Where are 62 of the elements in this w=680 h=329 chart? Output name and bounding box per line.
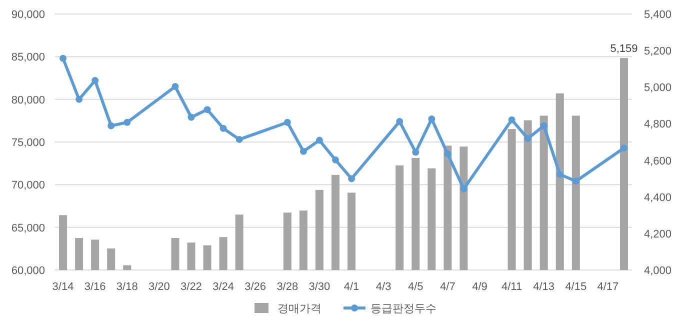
point <box>220 124 227 132</box>
point <box>284 118 291 126</box>
point <box>620 144 628 152</box>
legend-label: 등급판정두수 <box>370 303 436 315</box>
point <box>92 77 99 84</box>
x-tick-label: 4/17 <box>597 281 619 293</box>
point <box>188 114 195 121</box>
point <box>556 170 564 178</box>
y-tick-label: 85,000 <box>11 52 45 64</box>
x-tick-label: 3/30 <box>308 281 330 293</box>
x-tick-label: 3/22 <box>180 281 202 293</box>
x-tick-label: 3/26 <box>244 281 266 293</box>
y2-tick-label: 4,600 <box>644 155 672 168</box>
x-tick-label: 3/28 <box>276 281 298 293</box>
legend-label: 경매가격 <box>278 303 322 315</box>
x-tick-label: 4/1 <box>344 281 360 293</box>
point <box>76 96 83 103</box>
x-tick-label: 4/5 <box>408 281 424 293</box>
x-tick-label: 3/24 <box>212 281 234 293</box>
y-tick-label: 70,000 <box>11 180 45 192</box>
point <box>108 122 115 130</box>
point <box>524 135 532 142</box>
y2-tick-label: 4,800 <box>644 118 672 131</box>
point <box>316 136 323 144</box>
point <box>508 116 516 124</box>
x-tick-label: 4/13 <box>533 281 555 293</box>
x-tick-label: 3/18 <box>116 281 138 293</box>
point <box>348 175 356 182</box>
point <box>124 118 131 126</box>
point <box>300 148 307 155</box>
point <box>236 136 243 143</box>
point <box>460 185 468 192</box>
point <box>572 178 580 185</box>
point <box>60 54 67 62</box>
x-tick-label: 3/20 <box>148 281 170 293</box>
point <box>332 156 339 164</box>
y2-tick-label: 5,400 <box>644 9 672 21</box>
y2-tick-label: 4,200 <box>644 228 672 240</box>
y-tick-label: 65,000 <box>11 222 45 234</box>
x-tick-label: 4/11 <box>501 281 522 293</box>
y-tick-label: 60,000 <box>11 265 45 277</box>
y2-tick-label: 5,000 <box>644 82 672 94</box>
y-tick-label: 75,000 <box>11 137 45 149</box>
point <box>396 118 404 126</box>
x-tick-label: 4/15 <box>565 281 587 293</box>
x-tick-label: 3/16 <box>84 281 106 293</box>
point <box>540 122 548 130</box>
y-tick-label: 90,000 <box>11 9 45 21</box>
y2-tick-label: 4,400 <box>644 192 672 204</box>
y2-tick-label: 4,000 <box>644 265 672 277</box>
x-tick-label: 3/14 <box>52 281 74 293</box>
point <box>444 150 452 158</box>
point <box>428 115 436 122</box>
x-tick-label: 4/9 <box>472 281 488 293</box>
data-label: 5,159 <box>610 43 638 56</box>
y-tick-label: 80,000 <box>11 94 45 106</box>
y2-tick-label: 5,200 <box>644 46 672 58</box>
x-tick-label: 4/3 <box>376 281 392 293</box>
point <box>204 106 211 114</box>
point <box>412 148 420 156</box>
point <box>172 83 179 90</box>
x-tick-label: 4/7 <box>440 281 456 293</box>
